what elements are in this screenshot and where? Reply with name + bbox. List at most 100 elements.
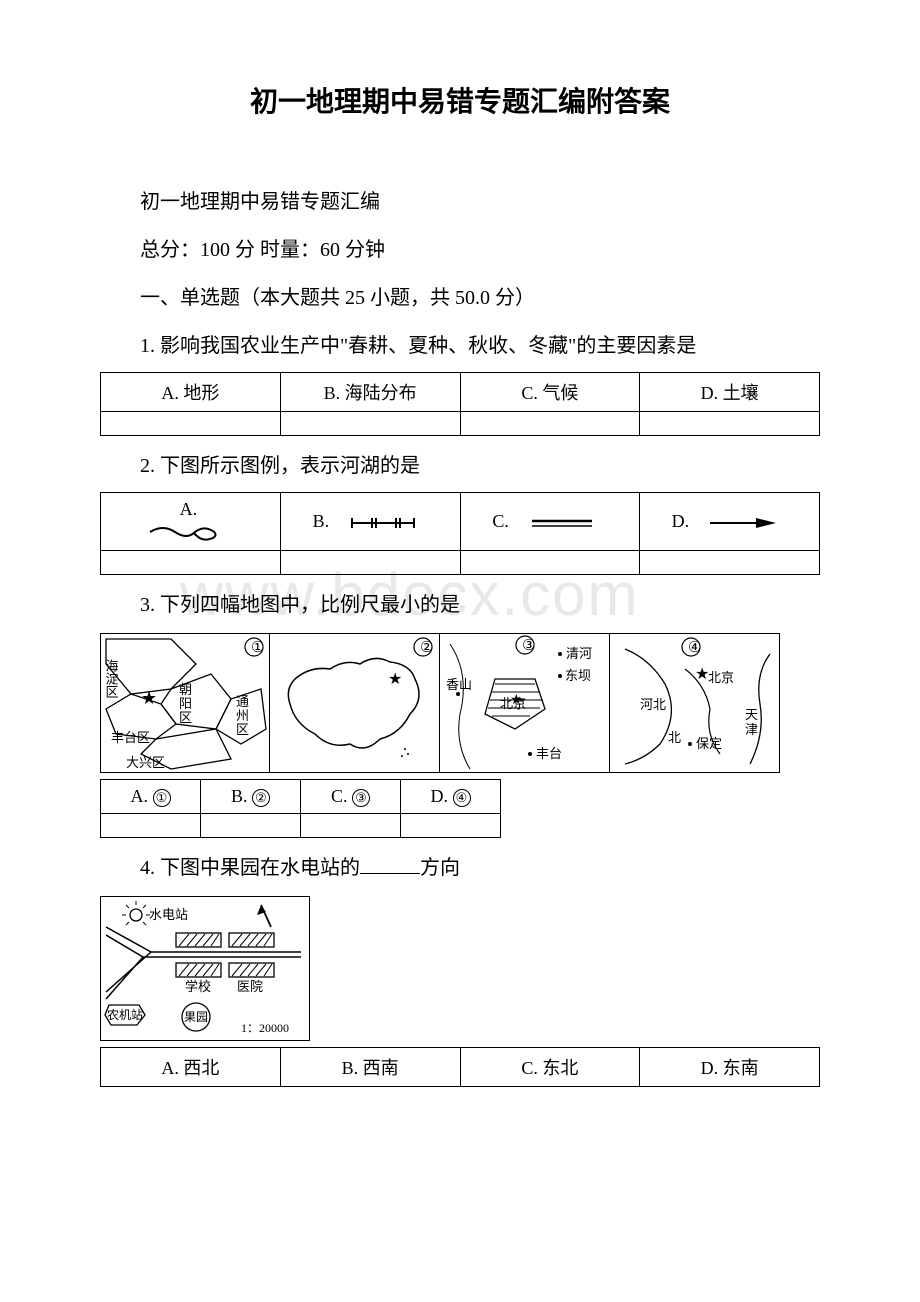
q4-options-table: A. 西北 B. 西南 C. 东北 D. 东南 <box>100 1047 820 1087</box>
hydro-label: 水电站 <box>149 907 188 922</box>
blank-cell <box>101 814 201 838</box>
blank-cell <box>301 814 401 838</box>
q3-options-table: A. ① B. ② C. ③ D. ④ <box>100 779 501 838</box>
blank-cell <box>280 412 460 436</box>
map-label: 天 <box>745 707 758 722</box>
q4-text-post: 方向 <box>420 857 460 879</box>
map-label: 阳 <box>179 696 192 711</box>
q4-opt-c: C. 东北 <box>460 1048 640 1087</box>
q4-text-pre: 4. 下图中果园在水电站的 <box>140 857 360 879</box>
map-label: 区 <box>179 710 192 725</box>
star-icon: ★ <box>510 693 523 708</box>
map-label: 津 <box>745 722 758 737</box>
circled-number: ③ <box>352 789 370 807</box>
q1-options-table: A. 地形 B. 海陆分布 C. 气候 D. 土壤 <box>100 372 820 436</box>
map1-beijing-districts: ① 海淀区 朝 阳 区 通 州 区 ★ 丰台区 大兴区 <box>100 633 270 773</box>
opt-label: D. <box>672 511 690 532</box>
map4-north-china: ④ ★ 北京 河北 天 津 北 保定 <box>610 633 780 773</box>
section1-heading: 一、单选题（本大题共 25 小题，共 50.0 分） <box>100 276 820 320</box>
map2-china: ② ★ <box>270 633 440 773</box>
blank-cell <box>460 412 640 436</box>
opt-label: A. <box>180 499 198 520</box>
page-title: 初一地理期中易错专题汇编附答案 <box>100 80 820 120</box>
blank-cell <box>201 814 301 838</box>
orchard-label: 果园 <box>184 1010 208 1024</box>
river-lake-icon <box>145 520 235 544</box>
map3-beijing-local: ③ 清河 东坝 香山 北京 ★ 丰台 <box>440 633 610 773</box>
map-label: 河北 <box>640 697 666 712</box>
table-row <box>101 412 820 436</box>
q4-text: 4. 下图中果园在水电站的 方向 <box>100 846 820 890</box>
score-line: 总分：100 分 时量：60 分钟 <box>100 228 820 272</box>
q3-opt-d: D. ④ <box>401 780 501 814</box>
highway-icon <box>517 516 607 530</box>
map-label: 保定 <box>696 736 722 751</box>
map-label: 丰台 <box>536 746 562 761</box>
map-label: 大兴区 <box>126 755 165 770</box>
table-row: A. 地形 B. 海陆分布 C. 气候 D. 土壤 <box>101 373 820 412</box>
map-label: 香山 <box>446 677 472 692</box>
q1-opt-c: C. 气候 <box>460 373 640 412</box>
star-icon: ★ <box>141 688 157 708</box>
q3-opt-a: A. ① <box>101 780 201 814</box>
q1-opt-d: D. 土壤 <box>640 373 820 412</box>
map-label: 海淀区 <box>104 659 119 698</box>
table-row: A. ① B. ② C. ③ D. ④ <box>101 780 501 814</box>
circled-number: ① <box>153 789 171 807</box>
q1-opt-a: A. 地形 <box>101 373 281 412</box>
boundary-icon <box>698 516 788 530</box>
map-label: 丰台区 <box>111 730 150 745</box>
hospital-label: 医院 <box>237 979 263 994</box>
q4-opt-b: B. 西南 <box>280 1048 460 1087</box>
q3-opt-c: C. ③ <box>301 780 401 814</box>
q1-opt-b: B. 海陆分布 <box>280 373 460 412</box>
railway-icon <box>338 515 428 531</box>
q4-opt-a: A. 西北 <box>101 1048 281 1087</box>
blank-cell <box>640 412 820 436</box>
subtitle-line: 初一地理期中易错专题汇编 <box>100 180 820 224</box>
q4-map-row: 水电站 学校 医院 农机站 <box>100 896 820 1041</box>
map-label: 区 <box>236 722 249 737</box>
opt-label: C. <box>331 786 352 806</box>
map-label: 通 <box>236 694 249 709</box>
blank-cell <box>401 814 501 838</box>
table-row <box>101 551 820 575</box>
opt-label: C. <box>492 511 509 532</box>
q3-text: 3. 下列四幅地图中，比例尺最小的是 <box>100 583 820 627</box>
q2-text: 2. 下图所示图例，表示河湖的是 <box>100 444 820 488</box>
agstation-label: 农机站 <box>107 1008 143 1022</box>
opt-label: B. <box>231 786 252 806</box>
q2-options-table: A. B. C. <box>100 492 820 575</box>
q2-opt-a: A. <box>101 493 281 551</box>
blank-cell <box>101 412 281 436</box>
blank-cell <box>101 551 281 575</box>
map-label: 州 <box>236 708 249 723</box>
map-label: 东坝 <box>565 668 591 683</box>
opt-label: A. <box>131 786 153 806</box>
q4-opt-d: D. 东南 <box>640 1048 820 1087</box>
blank-cell <box>640 551 820 575</box>
table-row: A. 西北 B. 西南 C. 东北 D. 东南 <box>101 1048 820 1087</box>
q3-opt-b: B. ② <box>201 780 301 814</box>
opt-label: D. <box>431 786 453 806</box>
circled-number: ④ <box>453 789 471 807</box>
map-label: 北京 <box>708 670 734 685</box>
q4-sketch-map: 水电站 学校 医院 农机站 <box>100 896 310 1041</box>
map-label: 朝 <box>179 682 192 697</box>
circled-number: ② <box>252 789 270 807</box>
q2-opt-c: C. <box>460 493 640 551</box>
q1-text: 1. 影响我国农业生产中"春耕、夏种、秋收、冬藏"的主要因素是 <box>100 324 820 368</box>
star-icon: ★ <box>388 671 402 688</box>
document-content: 初一地理期中易错专题汇编附答案 初一地理期中易错专题汇编 总分：100 分 时量… <box>100 80 820 1087</box>
school-label: 学校 <box>185 979 211 994</box>
map-label: 北 <box>668 730 681 745</box>
blank-underline <box>360 873 420 874</box>
table-row: A. B. C. <box>101 493 820 551</box>
q2-opt-d: D. <box>640 493 820 551</box>
opt-label: B. <box>313 511 330 532</box>
q2-opt-b: B. <box>280 493 460 551</box>
table-row <box>101 814 501 838</box>
blank-cell <box>460 551 640 575</box>
blank-cell <box>280 551 460 575</box>
q3-maps-row: ① 海淀区 朝 阳 区 通 州 区 ★ 丰台区 大兴区 ② <box>100 633 820 773</box>
